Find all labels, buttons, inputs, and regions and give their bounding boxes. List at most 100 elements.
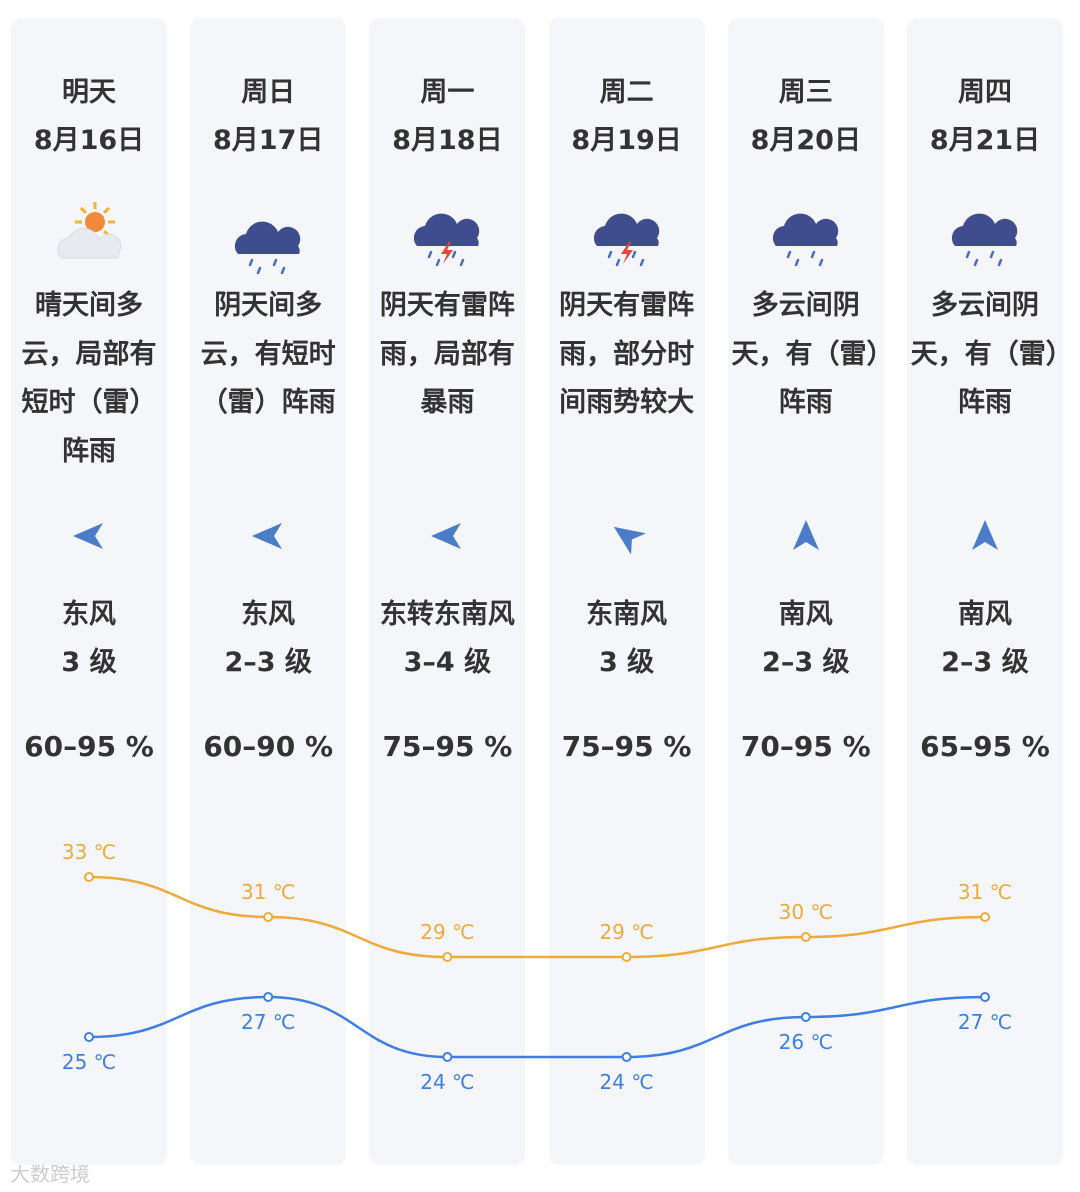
rain-drop — [786, 250, 792, 259]
rain-drop — [639, 258, 644, 267]
weather-icon — [57, 202, 122, 259]
high-point — [980, 912, 990, 922]
day-card: 周日 8月17日 阴天间多云，有短时（雷）阵雨 东风 2–3 级 60–90 % — [190, 18, 347, 1165]
high-label: 29 ℃ — [420, 920, 474, 944]
sun — [85, 212, 105, 232]
date: 8月19日 — [571, 125, 682, 156]
low-label: 27 ℃ — [241, 1010, 295, 1034]
rain-drop — [452, 250, 457, 259]
low-label: 25 ℃ — [62, 1050, 116, 1074]
icons — [235, 221, 301, 549]
rain-drop — [818, 258, 824, 267]
wind-direction: 东南风 — [586, 599, 668, 630]
low-label: 24 ℃ — [599, 1070, 653, 1094]
low-line — [88, 995, 986, 1059]
low-label: 27 ℃ — [958, 1010, 1012, 1034]
wind-level: 2–3 级 — [941, 647, 1029, 678]
humidity: 75–95 % — [561, 730, 692, 763]
high-label: 33 ℃ — [62, 840, 116, 864]
rain-drop — [615, 258, 620, 267]
wind-arrow — [431, 523, 462, 549]
rain-drop — [794, 258, 800, 267]
rain-drop — [997, 258, 1003, 267]
humidity: 70–95 % — [740, 730, 871, 763]
rain-drop — [989, 250, 995, 259]
date: 8月21日 — [929, 125, 1041, 156]
wind-direction: 南风 — [778, 599, 833, 630]
day-card: 明天 8月16日晴天间多云，局部有短时（雷）阵雨东风 3 级 60–95 % — [11, 18, 167, 1165]
description: 阴天有雷阵雨，部分时间雨势较大 — [559, 290, 695, 418]
low-point — [263, 992, 274, 1002]
weekday: 周三 — [778, 77, 833, 108]
wind-arrow — [792, 520, 819, 550]
low-label: 26 ℃ — [779, 1030, 833, 1054]
humidity: 60–95 % — [24, 730, 154, 763]
date: 8月16日 — [33, 125, 145, 156]
wind-direction: 南风 — [958, 599, 1012, 630]
high-label: 29 ℃ — [599, 920, 653, 944]
weather-icon — [593, 213, 659, 267]
rain-drop — [280, 266, 286, 275]
sun-ray — [79, 206, 87, 214]
description: 阴天间多云，有短时（雷）阵雨 — [200, 290, 336, 418]
high-label: 31 ℃ — [958, 880, 1012, 904]
wind-level: 3 级 — [599, 647, 655, 678]
icons — [772, 213, 839, 550]
sun-ray — [103, 206, 111, 214]
watermark: 大数跨境 — [10, 1162, 90, 1186]
humidity: 60–90 % — [203, 730, 334, 763]
wind-arrow — [613, 526, 646, 555]
date: 8月18日 — [392, 125, 503, 156]
rain-drop — [428, 250, 433, 259]
cloud — [951, 213, 1018, 246]
weather-icon — [414, 213, 480, 267]
weekday: 周二 — [599, 77, 654, 108]
wind-level: 2–3 级 — [762, 647, 850, 678]
low-point — [621, 1052, 632, 1062]
high-line — [88, 875, 986, 959]
rain-drop — [248, 258, 254, 267]
wind-arrow — [73, 523, 103, 549]
day-card: 周二 8月19日阴天有雷阵雨，部分时间雨势较大东南风 3 级 75–95 % — [548, 18, 705, 1165]
weather-icon — [772, 213, 839, 267]
high-label: 31 ℃ — [241, 880, 295, 904]
icons — [57, 202, 122, 549]
rain-drop — [436, 258, 441, 267]
cloud — [414, 213, 480, 246]
wind-level: 3 级 — [61, 647, 117, 678]
weather-icon — [235, 221, 301, 275]
low-label: 24 ℃ — [420, 1070, 474, 1094]
weekday: 周日 — [241, 77, 296, 108]
low-point — [800, 1012, 811, 1022]
rain-drop — [256, 266, 262, 275]
wind-arrow — [972, 520, 998, 550]
cloud — [772, 213, 839, 246]
rain-drop — [607, 250, 612, 259]
cloud — [57, 228, 122, 259]
weekday: 明天 — [62, 77, 116, 108]
rain-drop — [631, 250, 636, 259]
weekday: 周一 — [420, 77, 475, 108]
rain-drop — [460, 258, 465, 267]
lightning — [441, 242, 454, 264]
day-card: 周一 8月18日 阴天有雷阵雨，局部有暴雨 东转东南风 3–4 级 75–95 % — [369, 18, 526, 1165]
lightning — [620, 242, 633, 264]
high-label: 30 ℃ — [779, 900, 833, 924]
rain-drop — [272, 258, 278, 267]
description: 多云间阴天，有（雷）阵雨 — [910, 290, 1060, 418]
wind-level: 3–4 级 — [403, 647, 492, 678]
high-point — [263, 912, 274, 922]
date: 8月20日 — [750, 125, 861, 156]
icons — [593, 213, 659, 555]
wind-direction: 东转东南风 — [379, 599, 515, 630]
wind-direction: 东风 — [62, 599, 116, 630]
humidity: 75–95 % — [382, 730, 513, 763]
cloud — [593, 213, 659, 246]
weekday: 周四 — [958, 77, 1012, 108]
low-point — [442, 1052, 453, 1062]
description: 晴天间多云，局部有短时（雷）阵雨 — [21, 290, 157, 467]
icons — [414, 213, 480, 549]
low-point — [84, 1032, 94, 1042]
